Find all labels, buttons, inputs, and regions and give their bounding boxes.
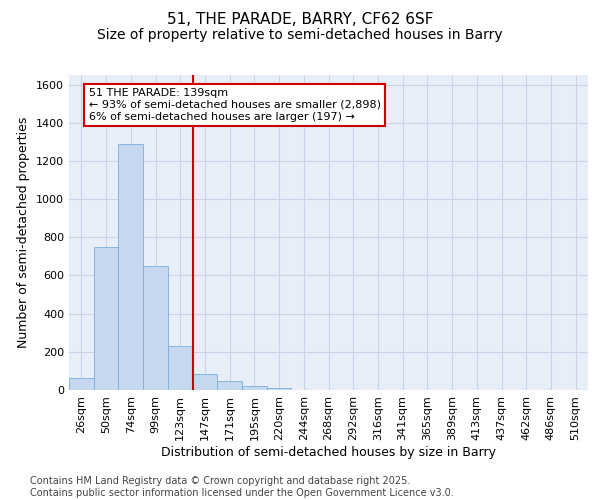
X-axis label: Distribution of semi-detached houses by size in Barry: Distribution of semi-detached houses by …	[161, 446, 496, 458]
Bar	[267, 388, 292, 390]
Bar	[94, 247, 118, 390]
Text: Contains HM Land Registry data © Crown copyright and database right 2025.
Contai: Contains HM Land Registry data © Crown c…	[30, 476, 454, 498]
Bar	[193, 374, 217, 390]
Bar	[69, 378, 94, 390]
Bar	[242, 386, 267, 390]
Text: 51, THE PARADE, BARRY, CF62 6SF: 51, THE PARADE, BARRY, CF62 6SF	[167, 12, 433, 28]
Bar	[118, 144, 143, 390]
Bar	[168, 346, 193, 390]
Text: Size of property relative to semi-detached houses in Barry: Size of property relative to semi-detach…	[97, 28, 503, 42]
Bar	[217, 382, 242, 390]
Y-axis label: Number of semi-detached properties: Number of semi-detached properties	[17, 117, 31, 348]
Text: 51 THE PARADE: 139sqm
← 93% of semi-detached houses are smaller (2,898)
6% of se: 51 THE PARADE: 139sqm ← 93% of semi-deta…	[89, 88, 381, 122]
Bar	[143, 266, 168, 390]
